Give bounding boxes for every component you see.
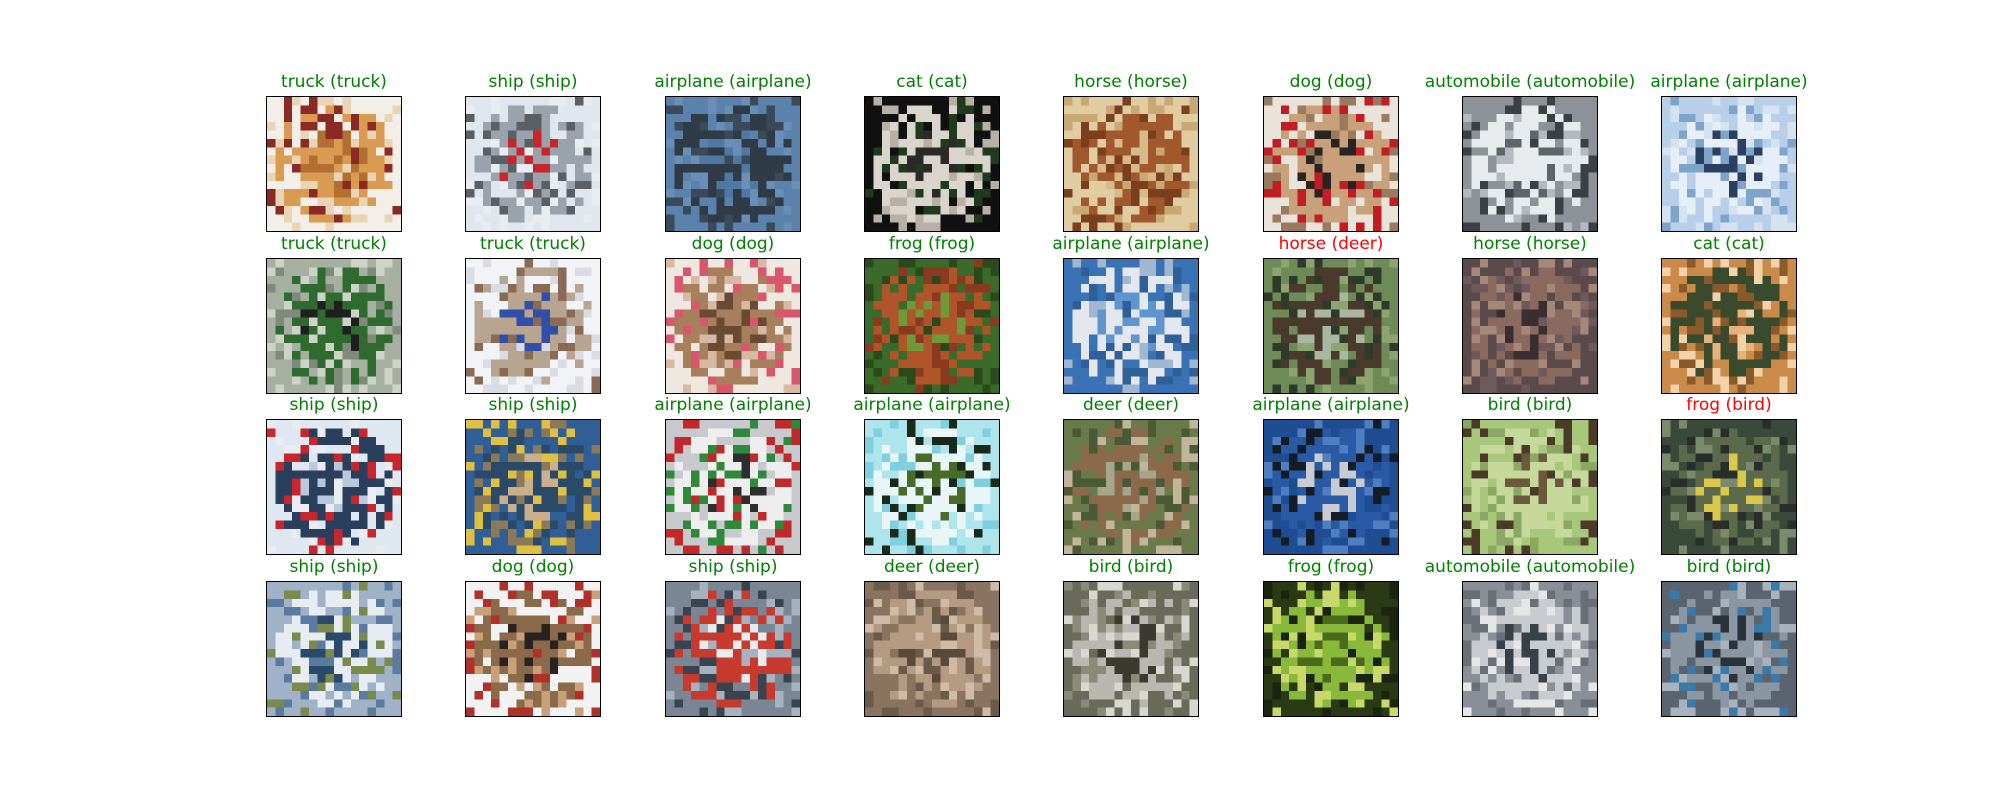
ship-photo bbox=[465, 96, 601, 232]
prediction-caption: truck (truck) bbox=[281, 234, 387, 254]
deer-photo bbox=[864, 581, 1000, 717]
image-tile: bird (bird) bbox=[1462, 395, 1598, 555]
automobile-photo bbox=[1462, 581, 1598, 717]
prediction-caption: dog (dog) bbox=[1289, 72, 1373, 92]
prediction-caption: airplane (airplane) bbox=[1252, 395, 1410, 415]
prediction-caption: deer (deer) bbox=[883, 557, 981, 577]
prediction-caption: bird (bird) bbox=[1088, 557, 1174, 577]
image-tile: cat (cat) bbox=[864, 72, 1000, 232]
airplane-photo bbox=[665, 419, 801, 555]
truck-photo bbox=[465, 258, 601, 394]
image-tile: truck (truck) bbox=[465, 234, 601, 394]
bird-photo bbox=[1661, 581, 1797, 717]
image-tile: deer (deer) bbox=[1063, 395, 1199, 555]
image-tile: truck (truck) bbox=[266, 234, 402, 394]
prediction-caption: dog (dog) bbox=[691, 234, 775, 254]
prediction-caption: bird (bird) bbox=[1686, 557, 1772, 577]
prediction-caption: automobile (automobile) bbox=[1424, 557, 1636, 577]
prediction-caption: airplane (airplane) bbox=[654, 395, 812, 415]
image-tile: frog (frog) bbox=[1263, 557, 1399, 717]
bird-photo bbox=[1661, 419, 1797, 555]
truck-photo bbox=[266, 96, 402, 232]
prediction-caption: dog (dog) bbox=[491, 557, 575, 577]
prediction-caption: cat (cat) bbox=[896, 72, 968, 92]
cat-photo bbox=[864, 96, 1000, 232]
ship-photo bbox=[665, 581, 801, 717]
prediction-caption: horse (horse) bbox=[1473, 234, 1587, 254]
image-tile: airplane (airplane) bbox=[853, 395, 1011, 555]
ship-photo bbox=[266, 419, 402, 555]
prediction-caption: ship (ship) bbox=[488, 395, 578, 415]
dog-photo bbox=[1263, 96, 1399, 232]
image-tile: ship (ship) bbox=[465, 395, 601, 555]
image-tile: airplane (airplane) bbox=[1650, 72, 1808, 232]
airplane-photo bbox=[864, 419, 1000, 555]
horse-photo bbox=[1063, 96, 1199, 232]
image-tile: ship (ship) bbox=[465, 72, 601, 232]
image-tile: dog (dog) bbox=[465, 557, 601, 717]
image-tile: automobile (automobile) bbox=[1425, 557, 1635, 717]
frog-photo bbox=[864, 258, 1000, 394]
airplane-photo bbox=[1263, 419, 1399, 555]
image-tile: frog (frog) bbox=[864, 234, 1000, 394]
image-tile: horse (horse) bbox=[1462, 234, 1598, 394]
prediction-caption: deer (deer) bbox=[1082, 395, 1180, 415]
image-tile: airplane (airplane) bbox=[1052, 234, 1210, 394]
prediction-caption: airplane (airplane) bbox=[654, 72, 812, 92]
bird-photo bbox=[1063, 581, 1199, 717]
prediction-caption: airplane (airplane) bbox=[853, 395, 1011, 415]
image-tile: horse (deer) bbox=[1263, 234, 1399, 394]
horse-photo bbox=[1462, 258, 1598, 394]
image-tile: horse (horse) bbox=[1063, 72, 1199, 232]
bird-photo bbox=[1462, 419, 1598, 555]
image-tile: bird (bird) bbox=[1661, 557, 1797, 717]
airplane-photo bbox=[1063, 258, 1199, 394]
truck-photo bbox=[266, 258, 402, 394]
image-tile: frog (bird) bbox=[1661, 395, 1797, 555]
frog-photo bbox=[1263, 581, 1399, 717]
prediction-caption: horse (deer) bbox=[1278, 234, 1384, 254]
deer-photo bbox=[1063, 419, 1199, 555]
prediction-caption: automobile (automobile) bbox=[1424, 72, 1636, 92]
image-tile: airplane (airplane) bbox=[654, 72, 812, 232]
dog-photo bbox=[665, 258, 801, 394]
prediction-caption: frog (frog) bbox=[1287, 557, 1375, 577]
prediction-caption: ship (ship) bbox=[688, 557, 778, 577]
image-tile: deer (deer) bbox=[864, 557, 1000, 717]
prediction-caption: ship (ship) bbox=[289, 557, 379, 577]
image-tile: airplane (airplane) bbox=[654, 395, 812, 555]
image-tile: airplane (airplane) bbox=[1252, 395, 1410, 555]
image-tile: ship (ship) bbox=[266, 557, 402, 717]
prediction-caption: truck (truck) bbox=[281, 72, 387, 92]
prediction-caption: airplane (airplane) bbox=[1052, 234, 1210, 254]
image-tile: truck (truck) bbox=[266, 72, 402, 232]
prediction-caption: horse (horse) bbox=[1074, 72, 1188, 92]
image-tile: ship (ship) bbox=[266, 395, 402, 555]
prediction-caption: cat (cat) bbox=[1693, 234, 1765, 254]
image-tile: automobile (automobile) bbox=[1425, 72, 1635, 232]
automobile-photo bbox=[1462, 96, 1598, 232]
image-tile: dog (dog) bbox=[665, 234, 801, 394]
ship-photo bbox=[266, 581, 402, 717]
image-tile: ship (ship) bbox=[665, 557, 801, 717]
image-tile: cat (cat) bbox=[1661, 234, 1797, 394]
deer-photo bbox=[1263, 258, 1399, 394]
prediction-caption: frog (bird) bbox=[1686, 395, 1772, 415]
prediction-caption: ship (ship) bbox=[488, 72, 578, 92]
airplane-photo bbox=[665, 96, 801, 232]
prediction-caption: bird (bird) bbox=[1487, 395, 1573, 415]
prediction-caption: ship (ship) bbox=[289, 395, 379, 415]
dog-photo bbox=[465, 581, 601, 717]
image-tile: dog (dog) bbox=[1263, 72, 1399, 232]
image-tile: bird (bird) bbox=[1063, 557, 1199, 717]
prediction-caption: truck (truck) bbox=[480, 234, 586, 254]
prediction-caption: airplane (airplane) bbox=[1650, 72, 1808, 92]
airplane-photo bbox=[1661, 96, 1797, 232]
cat-photo bbox=[1661, 258, 1797, 394]
ship-photo bbox=[465, 419, 601, 555]
prediction-caption: frog (frog) bbox=[888, 234, 976, 254]
